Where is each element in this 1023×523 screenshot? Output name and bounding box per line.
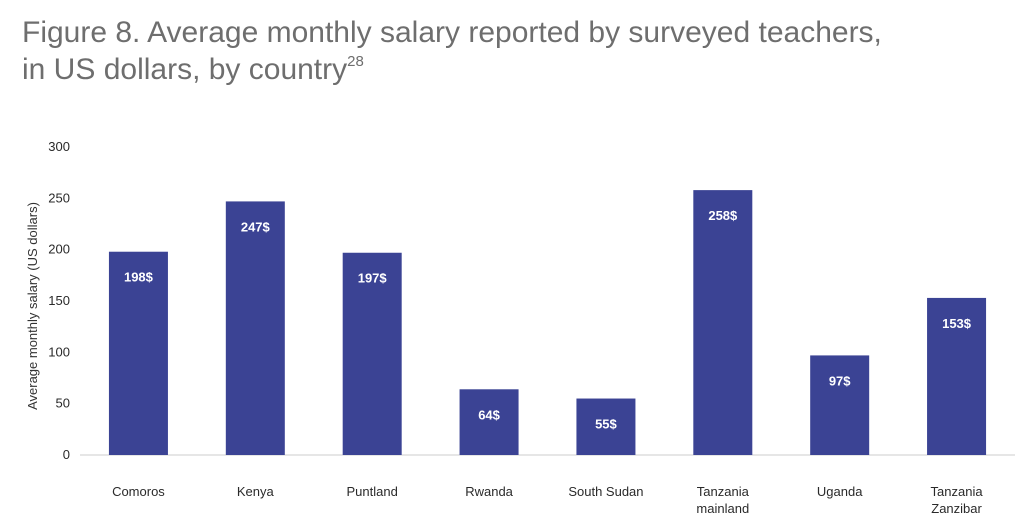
data-label: 97$ [829,373,851,388]
x-tick-label: Kenya [237,484,275,499]
bar [459,389,519,455]
x-tick-label-line: Zanzibar [931,501,982,516]
x-tick-label-line: Rwanda [465,484,513,499]
x-tick-label: South Sudan [568,484,643,499]
x-tick-label-line: Kenya [237,484,275,499]
y-axis-label: Average monthly salary (US dollars) [25,202,40,410]
y-tick-label: 150 [48,293,70,308]
x-tick-label-line: Tanzania [697,484,750,499]
bar [927,297,987,455]
y-tick-label: 200 [48,242,70,257]
title-line-2: in US dollars, by country [22,53,348,86]
y-tick-label: 300 [48,139,70,154]
x-tick-label: Tanzania mainland [696,484,749,516]
bar [576,398,636,455]
data-label: 55$ [595,417,617,432]
bar [342,252,402,455]
data-label: 153$ [942,316,972,331]
x-tick-label-line: Puntland [347,484,398,499]
data-label: 247$ [241,219,271,234]
x-tick-label-line: Tanzania [931,484,984,499]
bar [693,190,753,455]
data-label: 258$ [708,208,738,223]
y-tick-label: 0 [63,447,70,462]
bar [225,201,285,455]
x-tick-label-line: mainland [696,501,749,516]
x-tick-label: Rwanda [465,484,513,499]
y-tick-label: 250 [48,190,70,205]
data-label: 198$ [124,270,154,285]
title-footnote-marker: 28 [347,53,364,70]
x-tick-label: Comoros [112,484,165,499]
x-tick-label-line: Uganda [817,484,863,499]
x-tick-label-line: South Sudan [568,484,643,499]
title-line-1: Figure 8. Average monthly salary reporte… [22,16,882,49]
x-tick-label: Uganda [817,484,863,499]
x-tick-label: Tanzania Zanzibar [931,484,984,516]
chart-title: Figure 8. Average monthly salary reporte… [22,14,1002,88]
data-label: 64$ [478,407,500,422]
y-tick-label: 50 [56,396,70,411]
bar [810,355,870,455]
x-tick-label-line: Comoros [112,484,165,499]
y-tick-label: 100 [48,344,70,359]
data-label: 197$ [358,271,388,286]
bar [108,251,168,455]
x-tick-label: Puntland [347,484,398,499]
